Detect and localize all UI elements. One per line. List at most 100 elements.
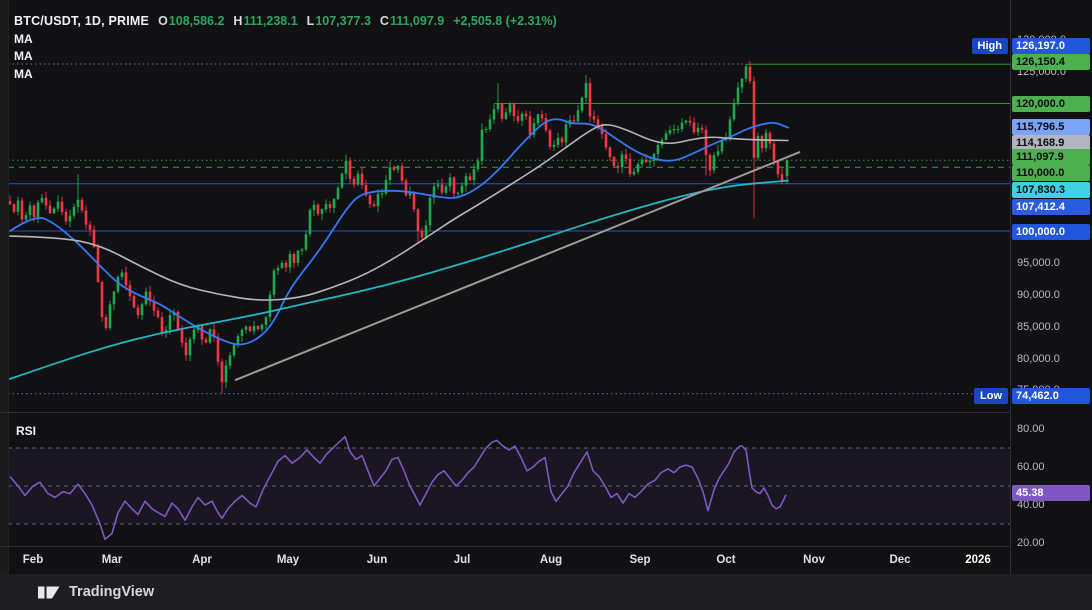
candle-body (348, 160, 352, 179)
time-label-apr: Apr (192, 554, 212, 566)
ma-slow-cyan[interactable] (9, 179, 789, 380)
candle-body (476, 160, 480, 170)
trendline[interactable] (234, 151, 801, 382)
price-label-badge: 115,796.5 (1012, 119, 1090, 135)
pane-separator[interactable] (0, 412, 1092, 413)
candle-body (692, 122, 696, 133)
candle-body (336, 187, 340, 200)
ma-fast-blue[interactable] (9, 118, 789, 346)
ma-indicator-label-2[interactable]: MA (14, 49, 33, 63)
candle-body (140, 304, 144, 316)
candle-body (224, 365, 228, 383)
candle-body (592, 116, 596, 120)
rsi-pane[interactable] (8, 435, 1010, 540)
candle-body (392, 167, 396, 170)
candle-body (364, 185, 368, 196)
ma-mid-gray[interactable] (9, 124, 789, 301)
candle-body (552, 144, 556, 147)
candle-body (588, 83, 592, 117)
candle-body (308, 209, 312, 235)
candle-body (748, 66, 752, 82)
chart-canvas[interactable] (0, 0, 1010, 574)
candle-body (412, 192, 416, 210)
candle-body (564, 124, 568, 143)
rsi-tick: 40.00 (1017, 499, 1045, 511)
candle-body (48, 205, 52, 214)
candle-body (524, 113, 528, 117)
candle-body (616, 165, 620, 168)
candle-body (292, 253, 296, 263)
open-value: O108,586.2 (158, 14, 225, 28)
change-value: +2,505.8 (+2.31%) (453, 14, 557, 28)
candle-body (448, 177, 452, 187)
candle-body (408, 192, 412, 196)
candle-body (500, 103, 504, 119)
price-tick: 90,000.0 (1017, 288, 1060, 301)
candle-body (432, 186, 436, 198)
candle-body (168, 315, 172, 330)
ma-indicator-label-1[interactable]: MA (14, 31, 33, 46)
candle-body (504, 112, 508, 119)
ma-indicator-label-3[interactable]: MA (14, 66, 33, 81)
candle-body (696, 127, 700, 133)
price-label-badge: 120,000.0 (1012, 96, 1090, 112)
candle-body (468, 176, 472, 180)
price-pane[interactable] (8, 60, 1010, 395)
time-label-oct: Oct (716, 554, 736, 566)
candle-body (544, 118, 548, 131)
candle-body (304, 234, 308, 250)
tradingview-logo-icon[interactable] (38, 584, 61, 601)
candle-body (712, 155, 716, 171)
candle-body (376, 194, 380, 207)
symbol-title[interactable]: BTC/USDT, 1D, PRIME (14, 14, 150, 28)
candle-body (72, 206, 76, 216)
candle-body (24, 215, 28, 220)
price-label-badge: 114,168.9 (1012, 135, 1090, 151)
candle-body (228, 355, 232, 366)
candle-body (132, 296, 136, 308)
candle-body (424, 225, 428, 238)
left-edge-strip (0, 0, 9, 574)
candle-body (452, 177, 456, 194)
candle-body (16, 200, 20, 212)
candle-body (560, 137, 564, 143)
candle-body (384, 180, 388, 194)
tradingview-brand-link[interactable]: TradingView (69, 584, 155, 600)
rsi-tick: 80.00 (1017, 423, 1045, 435)
candle-body (324, 204, 328, 210)
candle-body (92, 229, 96, 247)
candle-body (548, 130, 552, 147)
time-scale[interactable]: Feb Mar Apr May Jun Jul Aug Sep Oct Nov Dec 2026 (0, 547, 1010, 574)
candle-body (648, 160, 652, 163)
candle-body (296, 250, 300, 263)
candle-body (340, 173, 344, 188)
candle-body (688, 120, 692, 123)
candle-body (344, 160, 348, 174)
time-label-nov: Nov (803, 554, 825, 566)
price-label-badge: 45.38 (1012, 485, 1090, 501)
candle-body (708, 155, 712, 171)
time-label-sep: Sep (629, 554, 651, 566)
price-scale[interactable]: 130,000.0125,000.095,000.090,000.085,000… (1011, 0, 1092, 574)
candle-body (152, 301, 156, 311)
candle-body (100, 282, 104, 318)
low-marker-badge: Low (974, 388, 1008, 404)
rsi-indicator-label[interactable]: RSI (16, 424, 37, 438)
rsi-line[interactable] (9, 435, 787, 540)
time-label-aug: Aug (539, 554, 563, 566)
candle-body (460, 185, 464, 193)
candle-body (584, 83, 588, 98)
candle-body (60, 201, 64, 212)
candle-body (20, 200, 24, 220)
price-label-badge: 126,197.0 (1012, 38, 1090, 54)
candle-body (456, 192, 460, 194)
candle-body (56, 201, 60, 209)
candle-body (88, 224, 92, 230)
time-label-dec: Dec (889, 554, 911, 566)
candle-body (244, 326, 248, 330)
candle-body (556, 137, 560, 145)
candle-body (220, 361, 224, 383)
candle-body (148, 291, 152, 302)
candle-body (240, 329, 244, 337)
candle-body (700, 127, 704, 130)
